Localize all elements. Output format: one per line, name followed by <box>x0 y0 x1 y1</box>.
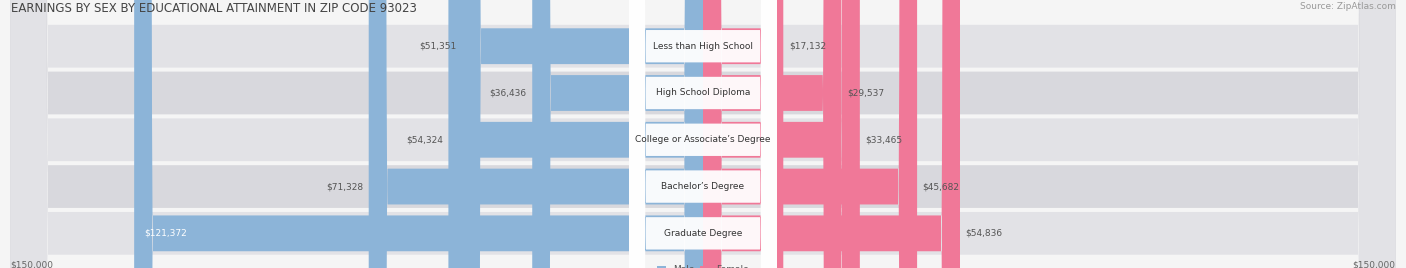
Text: Source: ZipAtlas.com: Source: ZipAtlas.com <box>1299 2 1395 11</box>
Text: Graduate Degree: Graduate Degree <box>664 229 742 238</box>
Text: EARNINGS BY SEX BY EDUCATIONAL ATTAINMENT IN ZIP CODE 93023: EARNINGS BY SEX BY EDUCATIONAL ATTAINMEN… <box>11 2 416 15</box>
FancyBboxPatch shape <box>533 0 703 268</box>
Text: $17,132: $17,132 <box>789 42 827 51</box>
Text: $29,537: $29,537 <box>846 88 884 98</box>
FancyBboxPatch shape <box>630 0 778 268</box>
FancyBboxPatch shape <box>11 0 1395 268</box>
FancyBboxPatch shape <box>134 0 703 268</box>
FancyBboxPatch shape <box>463 0 703 268</box>
FancyBboxPatch shape <box>703 0 783 268</box>
FancyBboxPatch shape <box>630 0 778 268</box>
FancyBboxPatch shape <box>449 0 703 268</box>
Text: $71,328: $71,328 <box>326 182 363 191</box>
Text: $150,000: $150,000 <box>11 260 53 268</box>
Text: $33,465: $33,465 <box>866 135 903 144</box>
FancyBboxPatch shape <box>368 0 703 268</box>
Legend: Male, Female: Male, Female <box>658 265 748 268</box>
Text: High School Diploma: High School Diploma <box>655 88 751 98</box>
Text: Less than High School: Less than High School <box>652 42 754 51</box>
Text: $54,836: $54,836 <box>966 229 1002 238</box>
FancyBboxPatch shape <box>630 0 778 268</box>
Text: $150,000: $150,000 <box>1353 260 1395 268</box>
FancyBboxPatch shape <box>703 0 860 268</box>
FancyBboxPatch shape <box>630 0 778 268</box>
FancyBboxPatch shape <box>11 0 1395 268</box>
FancyBboxPatch shape <box>703 0 960 268</box>
FancyBboxPatch shape <box>703 0 917 268</box>
Text: College or Associate’s Degree: College or Associate’s Degree <box>636 135 770 144</box>
Text: $51,351: $51,351 <box>419 42 457 51</box>
FancyBboxPatch shape <box>703 0 841 268</box>
FancyBboxPatch shape <box>630 0 778 268</box>
FancyBboxPatch shape <box>11 0 1395 268</box>
FancyBboxPatch shape <box>11 0 1395 268</box>
FancyBboxPatch shape <box>11 0 1395 268</box>
Text: $121,372: $121,372 <box>145 229 187 238</box>
Text: $36,436: $36,436 <box>489 88 527 98</box>
Text: Bachelor’s Degree: Bachelor’s Degree <box>661 182 745 191</box>
Text: $45,682: $45,682 <box>922 182 960 191</box>
Text: $54,324: $54,324 <box>406 135 443 144</box>
